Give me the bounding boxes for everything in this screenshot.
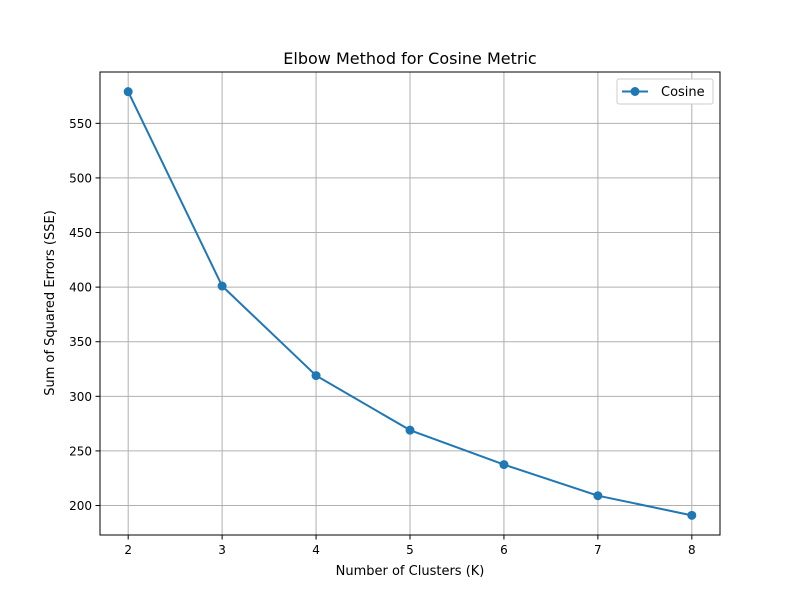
y-axis-label: Sum of Squared Errors (SSE) <box>43 210 58 396</box>
legend: Cosine <box>616 78 714 105</box>
plot-frame <box>99 71 721 536</box>
y-tick-label: 450 <box>69 226 92 240</box>
legend-box <box>616 78 714 105</box>
y-tick-label: 550 <box>69 117 92 131</box>
data-point <box>687 510 697 520</box>
y-tick-label: 250 <box>69 444 92 458</box>
x-tick-label: 7 <box>594 543 602 557</box>
y-tick-label: 500 <box>69 171 92 185</box>
data-point <box>593 491 603 501</box>
data-point <box>405 425 415 435</box>
series-layer <box>123 87 697 520</box>
y-tick-label: 400 <box>69 281 92 295</box>
x-tick-label: 5 <box>406 543 414 557</box>
data-point <box>311 371 321 381</box>
x-tick-label: 6 <box>500 543 508 557</box>
grid-lines <box>100 72 720 535</box>
data-point <box>217 281 227 291</box>
x-tick-label: 3 <box>218 543 226 557</box>
legend-label-cosine: Cosine <box>661 85 705 100</box>
x-tick-label: 2 <box>124 543 132 557</box>
x-tick-label: 8 <box>688 543 696 557</box>
x-axis-label: Number of Clusters (K) <box>336 564 485 579</box>
data-point <box>123 87 133 97</box>
legend-marker <box>630 87 640 96</box>
data-point <box>499 460 509 470</box>
chart-title: Elbow Method for Cosine Metric <box>283 49 536 68</box>
y-axis-ticks: 200 250 300 350 400 450 500 550 <box>69 117 100 513</box>
y-tick-label: 350 <box>69 335 92 349</box>
y-tick-label: 200 <box>69 499 92 513</box>
x-tick-label: 4 <box>312 543 320 557</box>
y-tick-label: 300 <box>69 390 92 404</box>
x-axis-ticks: 2 3 4 5 6 7 8 <box>124 535 696 557</box>
